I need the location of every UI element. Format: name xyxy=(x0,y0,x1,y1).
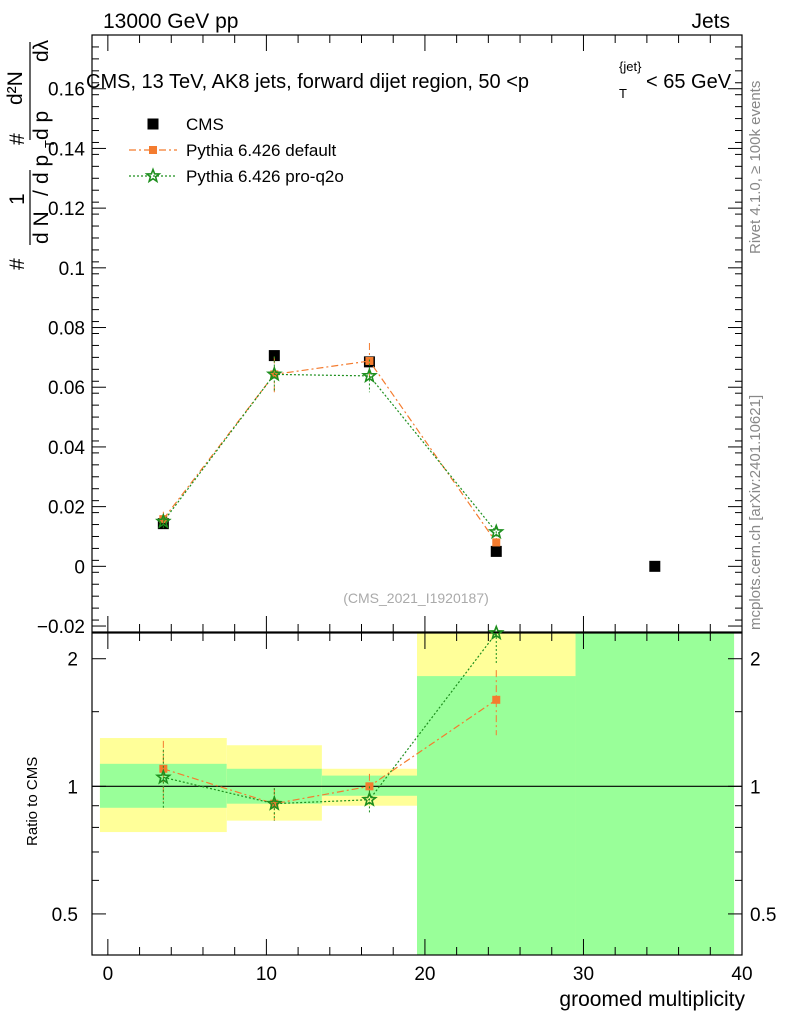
ratio-point-pythia-6-426-pro-q2o xyxy=(154,768,172,785)
mcplots-label: mcplots.cern.ch [arXiv:2401.10621] xyxy=(747,395,764,630)
ratio-bands xyxy=(99,633,735,955)
ratio-point-pythia-6-426-pro-q2o xyxy=(265,794,283,811)
ylabel-one: 1 xyxy=(6,193,29,205)
legend-marker xyxy=(147,118,159,130)
ylabel-hash2: # xyxy=(6,133,29,145)
ratio-line-pythia-6-426-default xyxy=(163,699,497,805)
top-line-pythia-6-426-default xyxy=(162,360,497,543)
top-point-cms xyxy=(649,560,661,572)
ratio-point-pythia-6-426-pro-q2o xyxy=(361,790,378,807)
plot-title: CMS, 13 TeV, AK8 jets, forward dijet reg… xyxy=(86,59,732,101)
ylabel-d2n: d²N xyxy=(4,71,27,105)
legend-label: Pythia 6.426 default xyxy=(186,141,337,160)
header-left-label: 13000 GeV pp xyxy=(103,10,238,33)
top-point-pythia-6-426-pro-q2o xyxy=(361,367,378,383)
legend-label: Pythia 6.426 pro-q2o xyxy=(186,167,344,186)
rivet-label: Rivet 4.1.0, ≥ 100k events xyxy=(747,81,764,254)
top-line-pythia-6-426-pro-q2o xyxy=(162,373,497,533)
top-ytick-label: 0.12 xyxy=(48,199,85,220)
ylabel-dl: dλ xyxy=(30,39,53,62)
top-ytick-label: 0 xyxy=(74,557,85,578)
bottom-panel-frame xyxy=(91,632,743,956)
top-point-pythia-6-426-pro-q2o xyxy=(265,365,283,382)
bottom-panel-series xyxy=(154,624,505,821)
bottom-ytick-label-left: 0.5 xyxy=(52,905,78,926)
analysis-watermark: (CMS_2021_I1920187) xyxy=(343,590,489,606)
top-ytick-label: 0.08 xyxy=(48,319,85,340)
ylabel-dp: d p xyxy=(30,155,53,184)
header-right-label: Jets xyxy=(691,10,730,33)
top-ytick-label: 0.14 xyxy=(48,139,85,160)
ratio-line-pythia-6-426-pro-q2o xyxy=(163,632,497,805)
title-main: CMS, 13 TeV, AK8 jets, forward dijet reg… xyxy=(86,71,529,93)
bottom-xtick-label: 20 xyxy=(414,964,435,985)
band-green-4 xyxy=(575,633,735,955)
bottom-xtick-label: 30 xyxy=(573,964,594,985)
top-ytick-label: 0.1 xyxy=(59,259,85,280)
ylabel-dp2: d p xyxy=(30,111,53,140)
ylabel-sub: T xyxy=(42,140,57,148)
top-ytick-label: 0.04 xyxy=(48,438,85,459)
bottom-ytick-label-right: 1 xyxy=(750,777,761,798)
top-point-cms xyxy=(268,350,280,362)
top-point-pythia-6-426-pro-q2o xyxy=(154,512,172,529)
top-point-pythia-6-426-pro-q2o xyxy=(487,523,505,540)
ylabel-slash: / xyxy=(30,190,53,196)
top-ytick-label: −0.02 xyxy=(37,617,85,638)
title-end: < 65 GeV xyxy=(646,71,732,93)
ylabel-dn: d N xyxy=(30,211,53,244)
top-panel-series xyxy=(154,343,661,572)
bottom-ytick-label-left: 2 xyxy=(67,650,78,671)
bottom-xtick-label: 0 xyxy=(103,964,114,985)
legend-marker xyxy=(144,167,162,184)
top-ytick-label: 0.16 xyxy=(48,80,85,101)
title-sup: {jet} xyxy=(619,59,642,74)
ylabel-hash: # xyxy=(6,258,29,270)
top-ytick-label: 0.02 xyxy=(48,498,85,519)
bottom-ytick-label-left: 1 xyxy=(67,777,78,798)
bottom-ytick-label-right: 0.5 xyxy=(750,905,776,926)
band-green-3 xyxy=(417,676,576,955)
ratio-point-pythia-6-426-default xyxy=(492,695,501,704)
legend-label: CMS xyxy=(186,115,224,134)
bottom-ytick-label-right: 2 xyxy=(750,650,761,671)
legend-marker xyxy=(149,146,157,154)
ratio-point-pythia-6-426-default xyxy=(270,799,279,808)
ratio-point-pythia-6-426-pro-q2o xyxy=(487,624,505,641)
top-point-pythia-6-426-default xyxy=(492,538,501,547)
top-ytick-label: 0.06 xyxy=(48,378,85,399)
top-point-cms xyxy=(490,545,502,557)
legend: CMS Pythia 6.426 default Pythia 6.426 pro-… xyxy=(129,115,344,186)
bottom-xtick-label: 40 xyxy=(731,964,752,985)
xlabel: groomed multiplicity xyxy=(559,988,745,1011)
title-sub: T xyxy=(619,86,627,101)
bottom-xtick-label: 10 xyxy=(256,964,277,985)
ratio-ylabel: Ratio to CMS xyxy=(24,757,41,846)
top-ylabel: # 1 d N / d p T # d²N d p dλ xyxy=(4,39,57,270)
